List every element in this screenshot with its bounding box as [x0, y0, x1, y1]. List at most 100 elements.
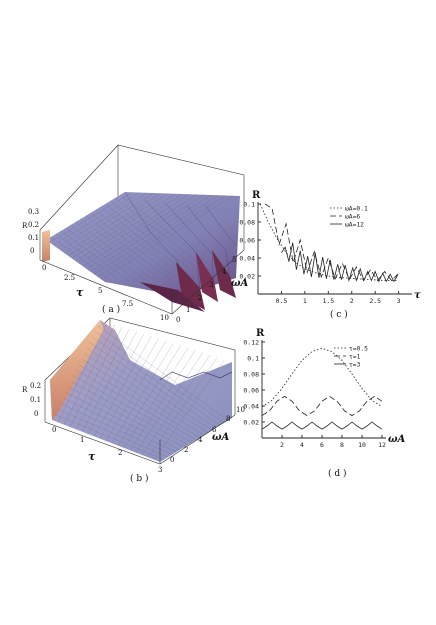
panel-c-series-line [264, 203, 399, 282]
mesh-line [94, 330, 225, 424]
mesh-line [110, 200, 212, 279]
panel-a-xtick-0: 0 [42, 264, 46, 272]
panel-c-ytick-label: 0.08 [239, 219, 255, 227]
panel-d-ytick-label: 0.04 [243, 403, 259, 411]
mesh-line [97, 195, 226, 277]
panel-d-ytick-label: 0.1 [247, 355, 259, 363]
panel-b-ytick-2: 2 [184, 446, 188, 454]
panel-c-ytick-label: 0.06 [239, 237, 255, 245]
panel-b-ytick-8: 8 [226, 415, 230, 423]
mesh-line [75, 329, 130, 430]
panel-a-ztick-0.1: 0.1 [28, 234, 39, 242]
panel-a-wall-front [140, 282, 205, 312]
mesh-line [65, 392, 181, 450]
panel-a-ztick-0: 0 [30, 247, 34, 255]
panel-d-xlabel: ωA [388, 434, 406, 445]
panel-a-ytick-0: 0 [176, 316, 180, 324]
mesh-line [63, 324, 115, 425]
panel-d-ytick-label: 0.02 [243, 419, 259, 427]
mesh-line [75, 221, 155, 281]
mesh-line [97, 325, 229, 421]
panel-d-series-line [261, 347, 383, 408]
panel-d-xtick-label: 4 [300, 441, 304, 449]
panel-d-legend-label: τ=1 [349, 353, 361, 360]
panel-a-ztick-0.2: 0.2 [28, 221, 39, 229]
panel-d-ytick-label: 0.08 [243, 371, 259, 379]
panel-c: ( c ) 0.02 0.04 0.06 0.08 0.1 0.5 1 1.5 2 2.5 3 Rτ ω… [239, 190, 421, 320]
panel-c-ytick-label: 0.1 [243, 201, 255, 209]
panel-b-zlabel: R [22, 386, 28, 394]
mesh-line [54, 414, 165, 460]
panel-b-ytick-6: 6 [212, 426, 217, 434]
mesh-line [70, 224, 147, 281]
mesh-line [141, 354, 211, 456]
panel-a-wall-3 [212, 250, 236, 298]
panel-c-legend-label: ωA=6 [345, 213, 360, 220]
panel-a-ytick-4: 4 [222, 268, 227, 276]
panel-a-box-front [39, 230, 245, 315]
mesh-line [91, 336, 221, 426]
panel-d-legend-label: τ=3 [349, 361, 361, 368]
panel-b-caption: ( b ) [130, 473, 149, 484]
panel-b-ytick-0: 0 [170, 456, 174, 464]
mesh-line [60, 230, 130, 282]
panel-d-xtick-label: 10 [358, 441, 366, 449]
mesh-line [81, 331, 137, 432]
panel-c-ylabel: R [252, 190, 261, 201]
panel-c-caption: ( c ) [330, 309, 348, 320]
panel-a-peak [42, 230, 50, 262]
mesh-line [81, 358, 205, 436]
panel-a-ytick-1: 1 [186, 306, 190, 314]
panel-c-ytick-label: 0.04 [239, 255, 255, 263]
mesh-line [105, 203, 204, 280]
mesh-line [153, 359, 225, 460]
panel-b-xtick-0: 0 [52, 426, 56, 434]
panel-d-series-line [261, 421, 383, 430]
panel-d: ( d ) 0.02 0.04 0.06 0.08 0.1 0.12 2 4 6 8 10 12 RωA… [243, 328, 405, 479]
panel-d-legend-label: τ=0.5 [349, 345, 368, 352]
panel-a-ridges [124, 191, 237, 299]
panel-a-caption: ( a ) [102, 304, 120, 315]
panel-a: 0.3 0.2 0.1 0 R 0 2.5 5 7.5 10 τ 0 1 2 3… [22, 144, 249, 324]
panel-a-xtick-7.5: 7.5 [122, 300, 133, 308]
mesh-line [78, 364, 201, 438]
panel-d-ytick-label: 0.06 [243, 387, 259, 395]
panel-d-xtick-label: 6 [320, 441, 324, 449]
mesh-line [83, 353, 209, 433]
panel-a-xlabel: τ [76, 286, 84, 299]
mesh-line [68, 193, 169, 256]
panel-b-ztick-0.2: 0.2 [30, 382, 41, 390]
panel-b-xtick-1: 1 [80, 436, 84, 444]
panel-b-xtick-2: 2 [118, 449, 122, 457]
mesh-line [53, 192, 140, 246]
mesh-line [73, 375, 193, 443]
panel-c-xtick-label: 3 [397, 297, 401, 305]
panel-b-ylabel: ωA [212, 432, 230, 443]
mesh-line [86, 347, 213, 431]
mesh-line [111, 343, 174, 444]
mesh-line [89, 342, 217, 428]
panel-a-ytick-3: 3 [209, 281, 213, 289]
panel-b-mesh [54, 322, 229, 460]
mesh-line [95, 209, 187, 280]
panel-a-ylabel: ωA [231, 278, 249, 289]
panel-b-box-front [44, 380, 236, 465]
mesh-line [90, 212, 179, 280]
panel-c-xtick-label: 2.5 [369, 297, 381, 305]
mesh-line [100, 206, 196, 280]
panel-c-legend-label: ωA=0.1 [345, 205, 368, 212]
panel-d-xtick-label: 2 [280, 441, 284, 449]
mesh-line [117, 345, 181, 446]
panel-b-ztick-0.1: 0.1 [30, 396, 41, 404]
mesh-line [62, 397, 177, 453]
panel-c-xtick-label: 1 [303, 297, 307, 305]
mesh-line [119, 194, 228, 279]
mesh-line [93, 195, 219, 275]
mesh-line [80, 218, 163, 281]
mesh-line [123, 347, 189, 449]
panel-b-ztick-0: 0 [34, 410, 38, 418]
mesh-line [57, 408, 169, 458]
mesh-line [101, 195, 233, 280]
panel-d-xtick-label: 12 [378, 441, 386, 449]
panel-d-series-line [261, 395, 383, 417]
